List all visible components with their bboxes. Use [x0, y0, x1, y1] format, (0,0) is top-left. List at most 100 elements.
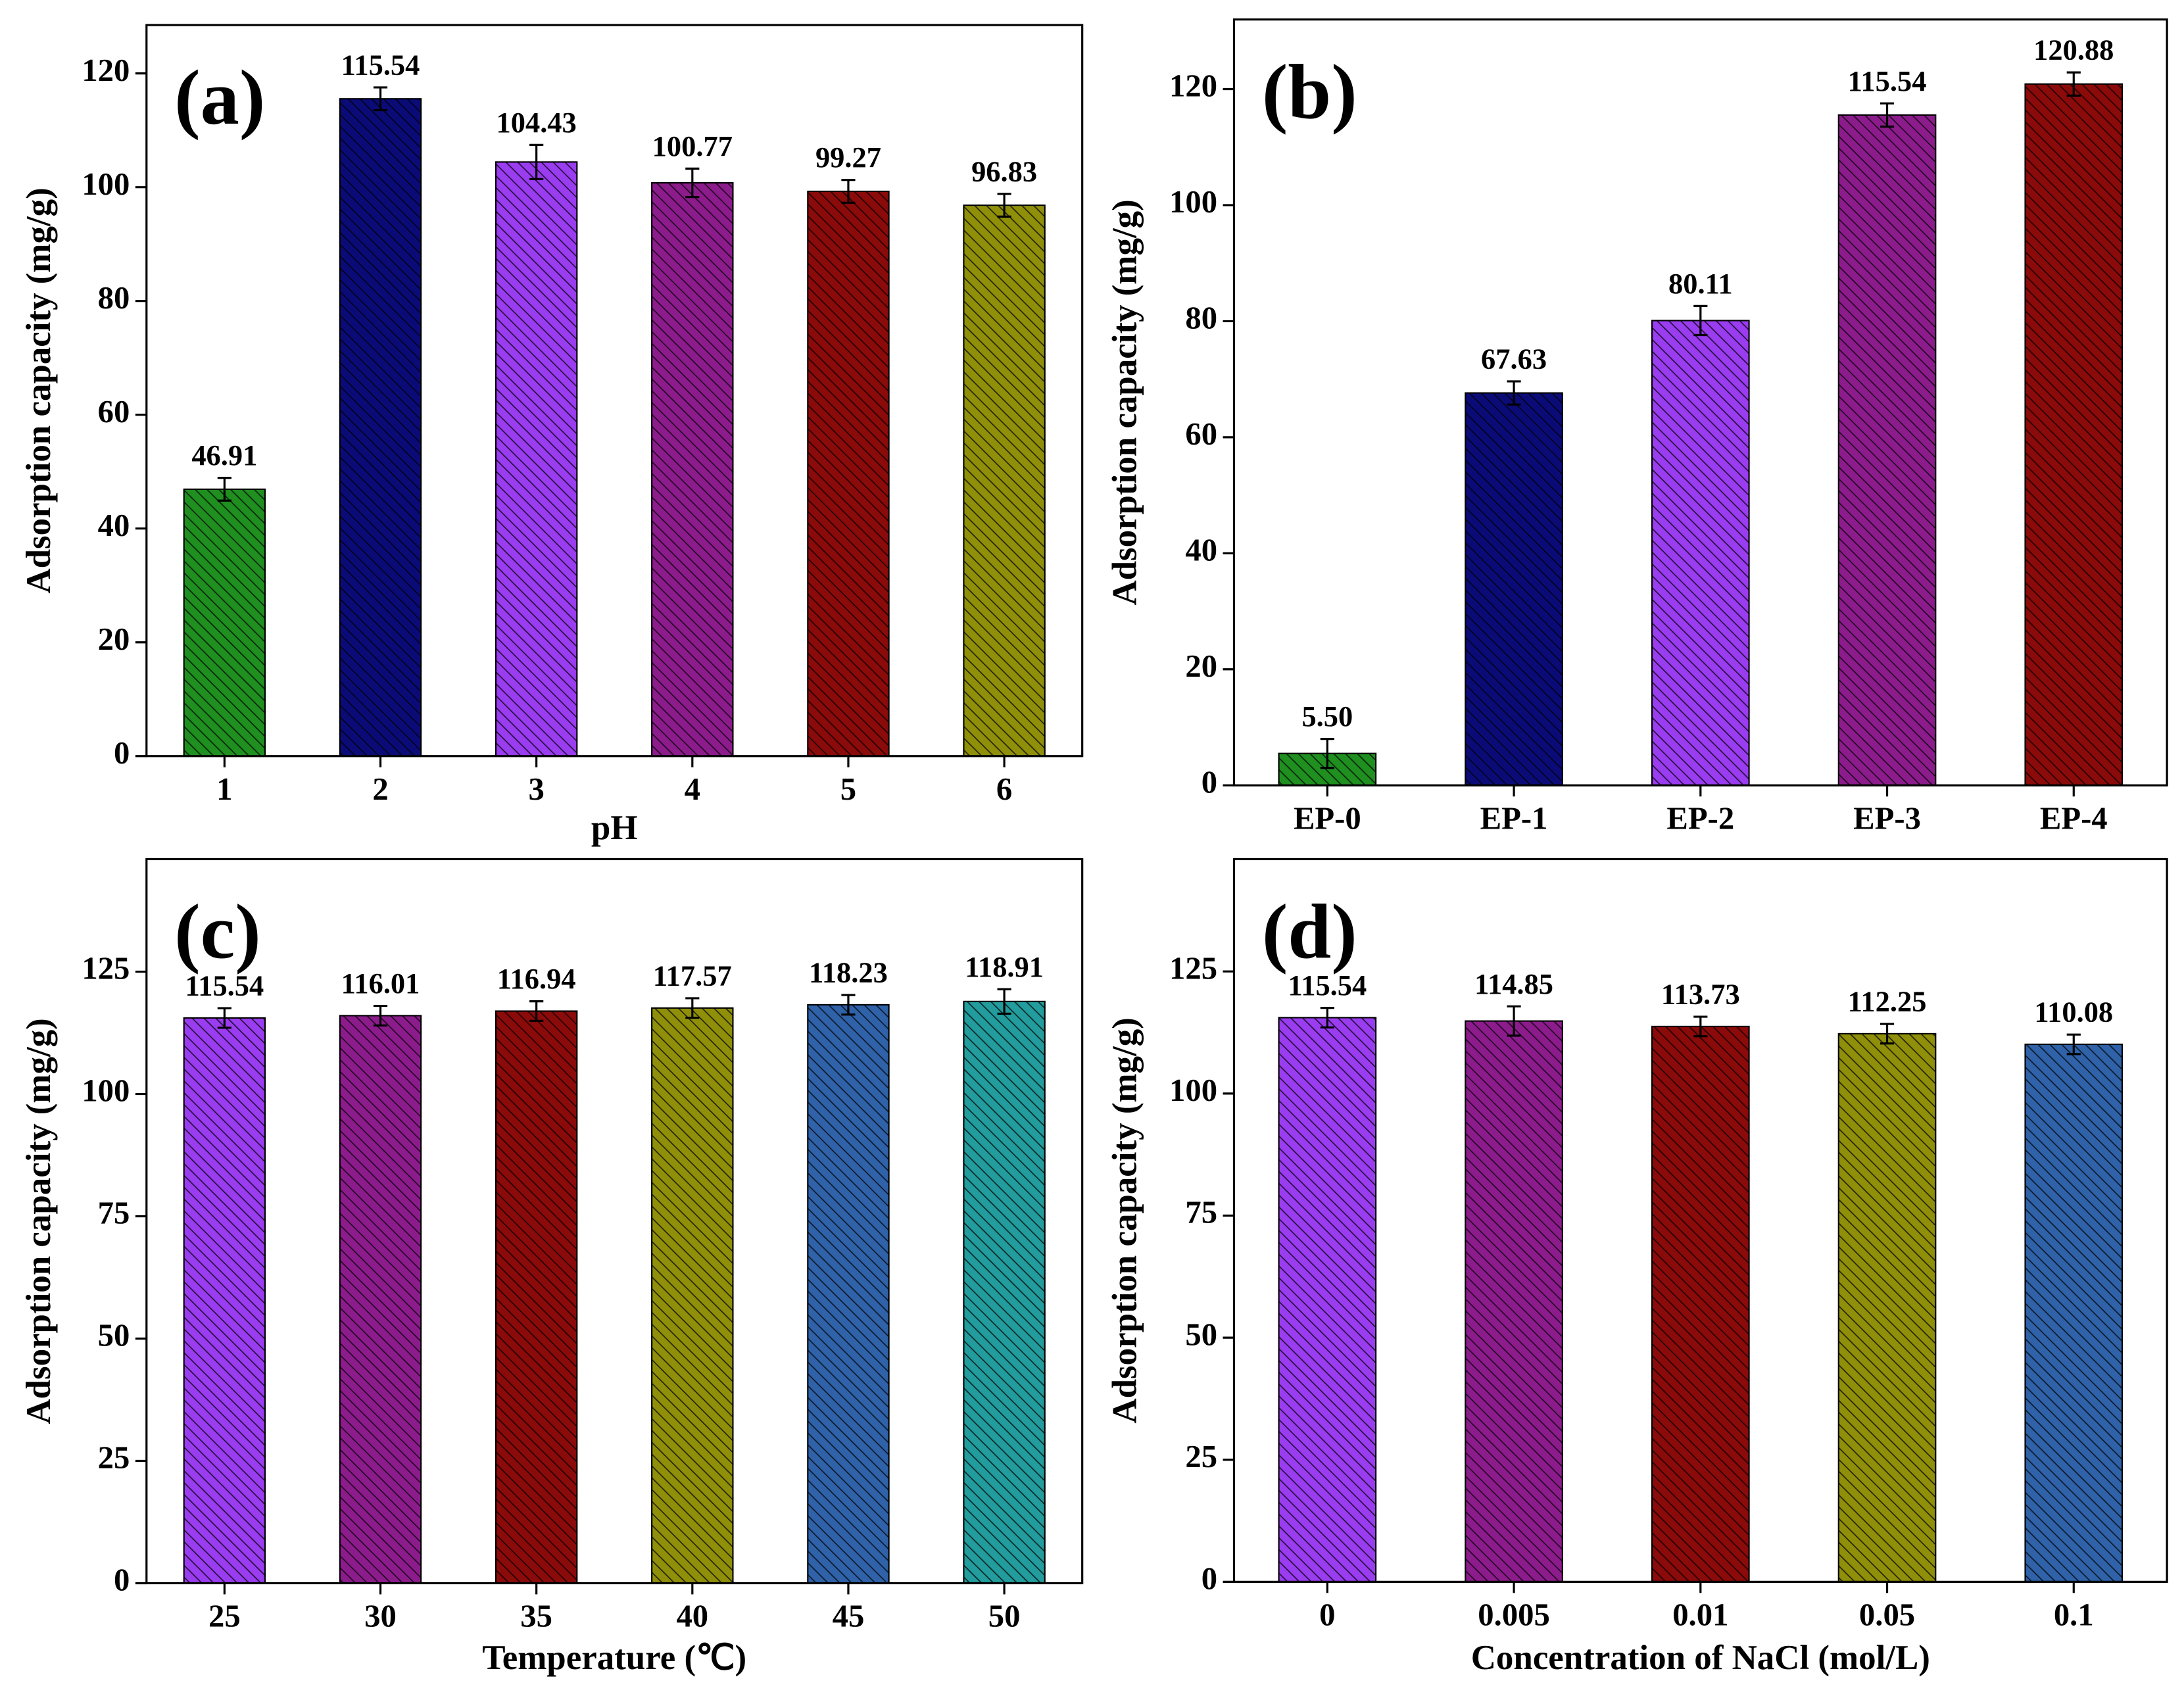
y-tick-label: 50	[98, 1318, 130, 1353]
bar-hatch	[1465, 1021, 1563, 1582]
data-label: 114.85	[1474, 967, 1553, 1000]
panel-label: (d)	[1262, 888, 1357, 975]
bar-hatch	[808, 1004, 889, 1584]
y-tick-label: 0	[1201, 764, 1217, 800]
error-bar	[1507, 1005, 1521, 1037]
y-tick-label: 75	[1185, 1195, 1217, 1230]
y-tick-label: 60	[1185, 416, 1217, 452]
data-label: 115.54	[1288, 969, 1367, 1002]
error-bar	[529, 1000, 544, 1022]
error-bar	[841, 994, 856, 1016]
panel-label: (a)	[174, 54, 265, 141]
x-tick-label: EP-2	[1666, 800, 1734, 836]
y-tick-label: 0	[114, 1563, 130, 1598]
y-tick-label: 40	[98, 508, 130, 543]
error-bar	[685, 167, 700, 199]
error-bar	[529, 143, 544, 180]
bar-hatch	[963, 1001, 1045, 1584]
data-label: 113.73	[1661, 978, 1740, 1011]
x-tick-label: 2	[372, 771, 388, 807]
y-tick-label: 50	[1185, 1317, 1217, 1352]
data-label: 112.25	[1848, 985, 1927, 1018]
bar-hatch	[652, 183, 733, 756]
x-tick-label: 50	[988, 1599, 1021, 1634]
x-tick-label: 6	[996, 771, 1012, 807]
plot-frame	[1232, 18, 2168, 787]
data-label: 100.77	[652, 130, 733, 162]
x-tick-label: 0.005	[1478, 1597, 1550, 1633]
y-tick-label: 100	[1169, 184, 1217, 220]
bar-hatch	[1838, 1033, 1936, 1582]
y-axis-label: Adsorption capacity (mg/g)	[20, 1018, 58, 1424]
y-tick-label: 40	[1185, 532, 1217, 568]
data-label: 117.57	[653, 959, 732, 992]
x-tick-label: 1	[216, 771, 232, 807]
y-tick-label: 75	[98, 1196, 130, 1231]
x-tick-label: EP-3	[1853, 800, 1921, 836]
x-tick-label: 30	[364, 1599, 397, 1634]
data-label: 99.27	[815, 141, 881, 174]
data-label: 5.50	[1301, 700, 1353, 733]
bar-hatch	[2025, 1044, 2123, 1582]
x-tick-label: 45	[833, 1599, 865, 1634]
y-tick-label: 80	[98, 280, 130, 316]
data-label: 96.83	[971, 155, 1037, 187]
error-bar	[1880, 1023, 1895, 1045]
data-label: 67.63	[1481, 342, 1547, 375]
y-tick-label: 0	[1201, 1561, 1217, 1597]
error-bar	[1320, 1007, 1334, 1029]
x-axis-label: Concentration of NaCl (mol/L)	[1471, 1639, 1930, 1677]
bar-hatch	[808, 191, 889, 756]
error-bar	[1880, 102, 1895, 128]
data-label: 116.94	[497, 962, 576, 995]
error-bar	[1693, 1015, 1708, 1038]
data-label: 118.23	[809, 956, 888, 989]
error-bar	[1507, 380, 1521, 406]
error-bar	[373, 86, 388, 112]
y-tick-label: 125	[82, 951, 130, 986]
x-tick-label: EP-0	[1294, 800, 1361, 836]
bar-hatch	[339, 1015, 422, 1584]
plot-frame	[1232, 858, 2168, 1583]
x-tick-label: 0.01	[1672, 1597, 1728, 1633]
bar-hatch	[652, 1007, 733, 1584]
x-axis-label: Temperature (℃)	[482, 1639, 746, 1677]
error-bar	[1320, 738, 1334, 769]
y-tick-label: 120	[1169, 68, 1217, 104]
bar-hatch	[1278, 1017, 1376, 1582]
bar-hatch	[2025, 84, 2123, 786]
bar-hatch	[183, 1017, 266, 1584]
bar-hatch	[495, 162, 577, 756]
bar-hatch	[183, 489, 266, 756]
data-label: 120.88	[2033, 34, 2114, 66]
data-label: 110.08	[2034, 996, 2113, 1029]
x-tick-label: 40	[676, 1599, 708, 1634]
x-tick-label: 0.1	[2054, 1597, 2094, 1633]
data-label: 46.91	[191, 439, 257, 472]
bar-hatch	[1652, 1026, 1749, 1582]
x-tick-label: 5	[840, 771, 856, 807]
y-tick-label: 20	[1185, 648, 1217, 684]
x-tick-label: 0	[1319, 1597, 1335, 1633]
data-label: 116.01	[341, 967, 420, 1000]
y-tick-label: 120	[82, 53, 130, 88]
bar-hatch	[1838, 114, 1936, 786]
y-tick-label: 25	[98, 1440, 130, 1476]
x-tick-label: 35	[520, 1599, 552, 1634]
bar-hatch	[1465, 393, 1563, 786]
x-tick-label: 0.05	[1859, 1597, 1915, 1633]
x-tick-label: 4	[685, 771, 700, 807]
error-bar	[2066, 71, 2081, 97]
y-tick-label: 25	[1185, 1439, 1217, 1474]
x-tick-label: 25	[208, 1599, 241, 1634]
error-bar	[373, 1004, 388, 1027]
y-tick-label: 80	[1185, 301, 1217, 336]
x-axis-label: pH	[591, 809, 638, 847]
y-tick-label: 100	[82, 166, 130, 202]
bar-hatch	[495, 1011, 577, 1584]
y-tick-label: 0	[114, 735, 130, 771]
y-tick-label: 100	[82, 1073, 130, 1109]
error-bar	[2066, 1033, 2081, 1055]
bar-hatch	[339, 99, 422, 756]
bar-hatch	[963, 205, 1045, 756]
